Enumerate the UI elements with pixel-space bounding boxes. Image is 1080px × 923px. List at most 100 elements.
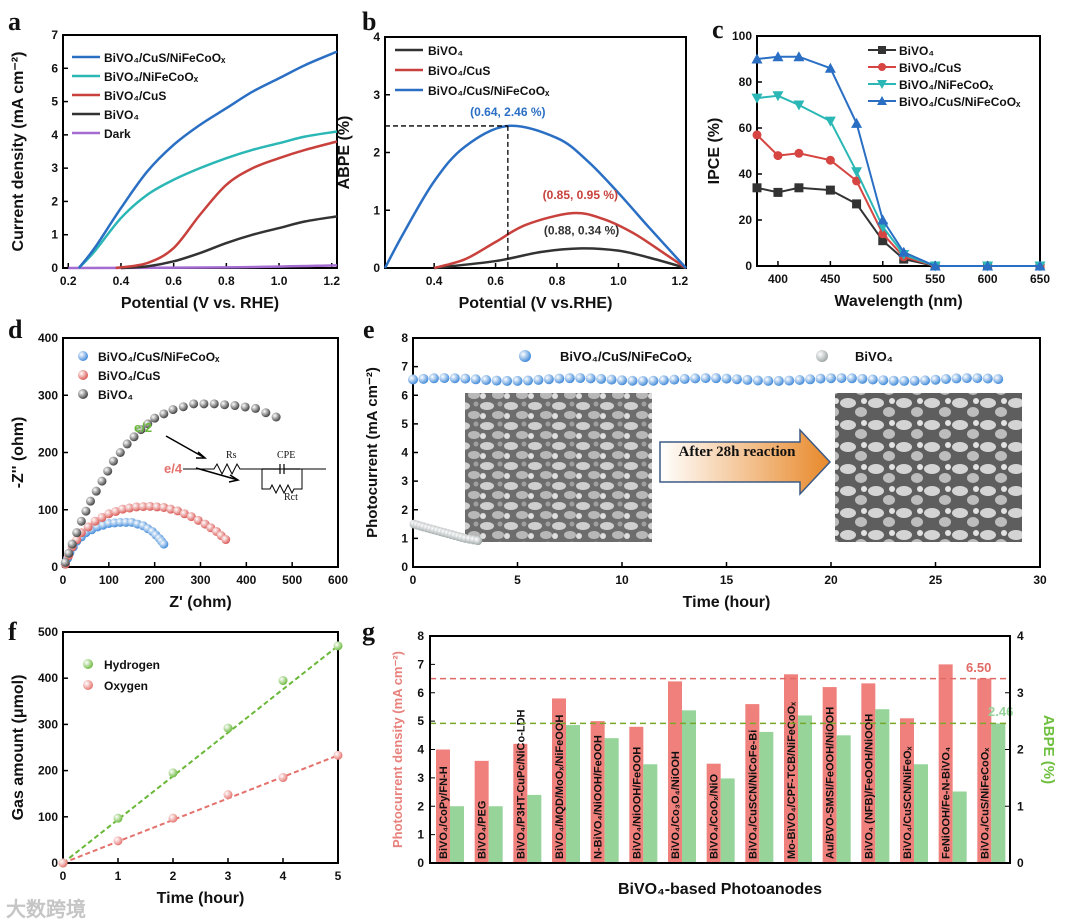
line-BiVO₄/CuS/NiFeCoOₓ	[383, 124, 687, 269]
data-point	[627, 375, 638, 386]
data-point	[564, 373, 575, 384]
panel-label-e: e	[363, 315, 375, 344]
x-tick-label: 1.2	[323, 274, 340, 288]
data-point	[333, 641, 343, 651]
peak-annotation: (0.64, 2.46 %)	[470, 105, 545, 119]
data-point	[473, 536, 483, 546]
fit-line-Hydrogen	[62, 645, 339, 864]
data-point	[752, 130, 762, 140]
data-point	[115, 448, 125, 457]
data-point	[826, 373, 836, 384]
data-point	[961, 373, 972, 384]
data-point	[982, 373, 993, 384]
bar-photocurrent	[474, 760, 489, 863]
data-point	[690, 373, 701, 384]
bar-abpe	[720, 778, 735, 863]
bar-abpe	[450, 806, 464, 863]
data-point	[481, 375, 492, 386]
data-point	[851, 117, 863, 128]
data-point	[920, 375, 931, 386]
y-tick-label: 2	[401, 503, 408, 517]
data-point	[439, 373, 450, 384]
equivalent-circuit	[183, 462, 326, 495]
legend-label: BiVO₄/CuS/NiFeCoOₓ	[899, 95, 1021, 109]
data-point	[67, 539, 77, 549]
x-tick-label: 550	[925, 272, 945, 286]
x-axis-title: BiVO₄-based Photoanodes	[618, 881, 822, 898]
y-tick-label: 200	[38, 446, 58, 460]
x-axis-title: Z' (ohm)	[169, 594, 231, 611]
y-tick-label: 7	[51, 28, 58, 42]
x-tick-label: 1.0	[271, 274, 288, 288]
data-point	[648, 375, 659, 386]
data-point	[221, 535, 231, 545]
arrow-icon	[165, 435, 208, 459]
y-tick-label: 3	[51, 161, 58, 175]
data-point	[131, 502, 141, 512]
x-tick-label: 1	[115, 869, 122, 883]
y-tick-label: 1	[51, 228, 58, 242]
data-point	[752, 375, 763, 386]
data-point	[223, 723, 233, 733]
x-tick-label: 650	[1030, 272, 1050, 286]
y-axis-title: ABPE (%)	[336, 116, 353, 190]
x-tick-label: 4	[280, 869, 287, 883]
data-point	[460, 373, 471, 384]
y-tick-label: 400	[38, 671, 58, 685]
y2-tick-label: 2	[1017, 743, 1024, 757]
bar-abpe	[759, 731, 774, 863]
data-point	[751, 93, 763, 104]
data-point	[168, 768, 178, 778]
x-tick-label: 300	[190, 573, 210, 587]
category-label: FeNiOOH/Fe-N-BiVO₄	[941, 747, 953, 859]
bar-photocurrent	[938, 664, 953, 863]
reaction-arrow	[659, 428, 832, 496]
x-tick-label: 0.8	[218, 274, 235, 288]
data-point	[418, 373, 429, 384]
y-tick-label: 0	[51, 856, 58, 870]
y2-tick-label: 0	[1017, 856, 1024, 870]
data-point	[772, 51, 784, 62]
y-tick-label: 1	[417, 828, 424, 842]
data-point	[58, 858, 68, 868]
data-point	[64, 548, 74, 558]
y-tick-label: 1	[373, 203, 380, 217]
line-BiVO₄/NiFeCoOₓ	[756, 94, 1040, 267]
x-tick-label: 0.6	[487, 274, 504, 288]
bar-photocurrent	[552, 698, 566, 863]
y-tick-label: 4	[401, 446, 408, 460]
legend-marker	[816, 350, 828, 362]
x-tick-label: 15	[720, 573, 734, 587]
y-tick-label: 300	[38, 388, 58, 402]
stoichiometry-label: e/4	[164, 461, 183, 476]
stoichiometry-label: e/2	[134, 420, 152, 435]
x-tick-label: 20	[824, 573, 838, 587]
bar-photocurrent	[436, 749, 450, 863]
y-tick-label: 5	[51, 95, 58, 109]
y-tick-label: 20	[739, 213, 753, 227]
x-axis-title: Time (hour)	[157, 890, 245, 907]
data-point	[512, 375, 523, 386]
bar-photocurrent	[900, 718, 914, 863]
data-point	[333, 750, 343, 760]
data-point	[90, 516, 100, 526]
category-label: BiVO₄/CuSCN/NiFeOₓ	[902, 745, 914, 859]
data-point	[118, 504, 128, 514]
x-tick-label: 500	[282, 573, 302, 587]
y-tick-label: 200	[38, 764, 58, 778]
legend-label: BiVO₄/NiFeCoOₓ	[899, 78, 994, 92]
legend-marker	[878, 46, 886, 54]
legend-label: BiVO₄/CuS	[899, 61, 961, 75]
x-tick-label: 1.0	[610, 274, 627, 288]
y-tick-label: 5	[417, 714, 424, 728]
legend-marker	[78, 389, 88, 399]
data-point	[278, 773, 288, 783]
x-tick-label: 0.4	[113, 274, 130, 288]
data-point	[805, 374, 816, 385]
x-tick-label: 10	[615, 573, 629, 587]
legend-marker	[519, 350, 531, 362]
data-point	[502, 375, 513, 386]
y-tick-label: 6	[417, 686, 424, 700]
